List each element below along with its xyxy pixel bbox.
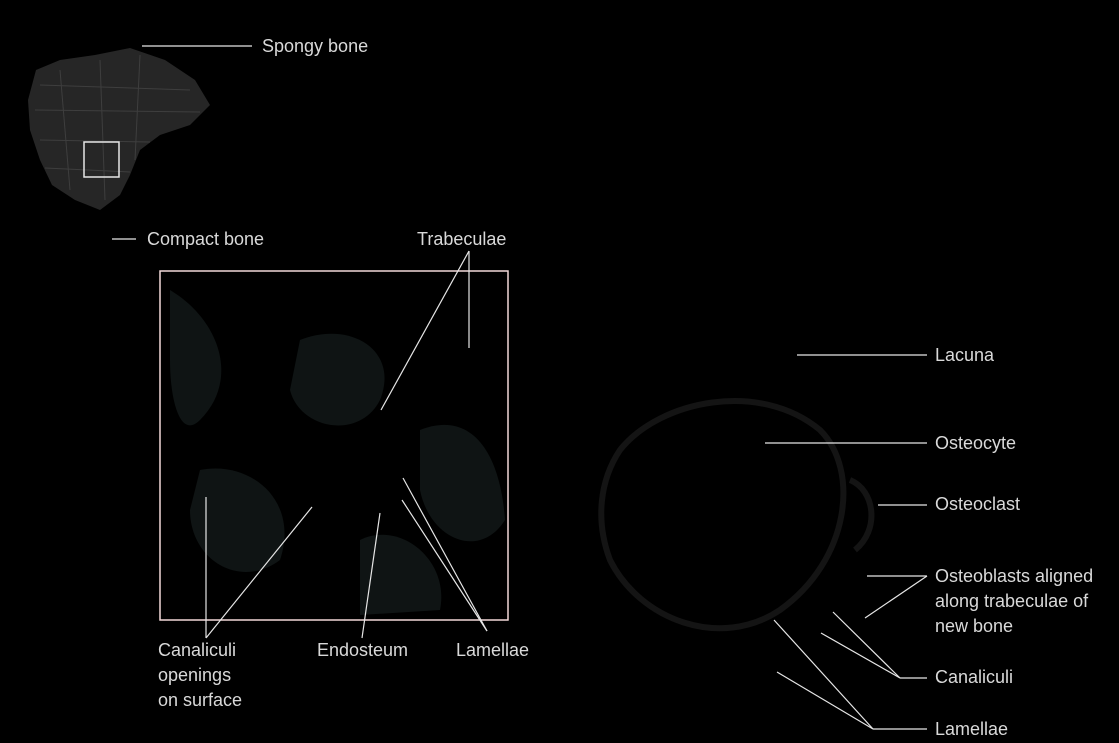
osteoblasts-leader-2 [864, 575, 928, 619]
lamellae-right-leader-2 [773, 619, 874, 730]
canaliculi-right-leader-2 [832, 611, 901, 679]
label-trabeculae: Trabeculae [417, 229, 507, 249]
label-osteocyte: Osteocyte [935, 433, 1017, 453]
lamellae-left-leader-1 [402, 477, 488, 632]
label-osteoblasts-line1: Osteoblasts aligned [935, 566, 1094, 586]
spongy-bone-zoom-box [83, 141, 120, 178]
label-canaliculi-right: Canaliculi [935, 667, 1014, 687]
label-lamellae-right: Lamellae [935, 719, 1009, 739]
label-osteoclast: Osteoclast [935, 494, 1021, 514]
label-endosteum: Endosteum [317, 640, 409, 660]
osteocyte-cell-texture [598, 398, 875, 632]
label-osteoblasts: Osteoblasts aligned along trabeculae of … [935, 564, 1093, 639]
spongy-bone-specimen [28, 48, 210, 210]
label-canaliculi-openings: Canaliculi openings on surface [158, 638, 242, 713]
label-canaliculi-openings-line3: on surface [158, 690, 243, 710]
label-canaliculi-openings-line2: openings [158, 665, 232, 685]
label-compact-bone: Compact bone [147, 229, 265, 249]
trabeculae-leader-1 [380, 250, 470, 411]
canaliculi-right-leader-3 [820, 632, 901, 679]
lamellae-left-leader-2 [401, 499, 488, 632]
trabeculae-texture [170, 290, 505, 615]
leader-lines [112, 45, 928, 730]
label-spongy-bone: Spongy bone [262, 36, 369, 56]
label-osteoblasts-line3: new bone [935, 616, 1014, 636]
trabeculae-inset-frame [159, 270, 509, 621]
spongy-bone-texture [34, 54, 201, 201]
label-lacuna: Lacuna [935, 345, 995, 365]
label-lamellae-left: Lamellae [456, 640, 530, 660]
label-canaliculi-openings-line1: Canaliculi [158, 640, 237, 660]
label-osteoblasts-line2: along trabeculae of [935, 591, 1089, 611]
endosteum-leader [361, 512, 381, 639]
lamellae-right-leader-3 [776, 671, 874, 730]
canaliculi-openings-leader-2 [205, 506, 313, 639]
